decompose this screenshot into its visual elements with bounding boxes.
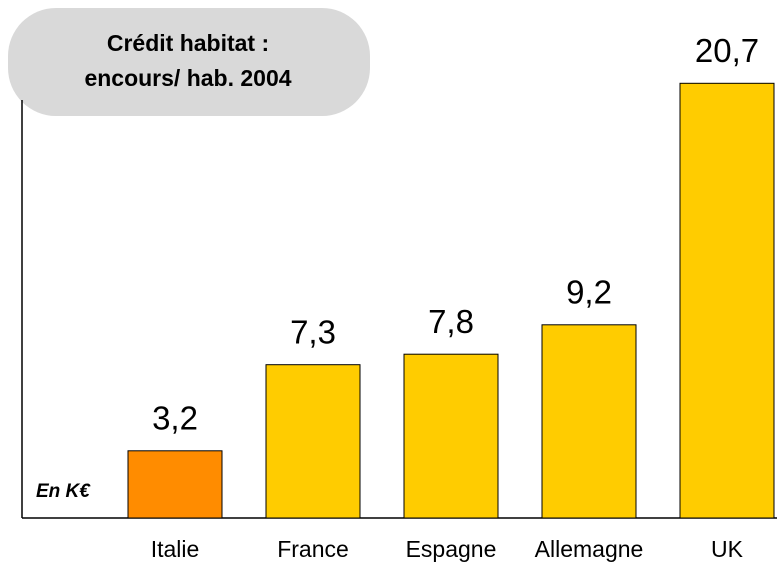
value-label: 3,2 (152, 400, 198, 437)
x-tick-label: Allemagne (535, 536, 644, 562)
value-label: 20,7 (695, 32, 759, 69)
bar (541, 324, 637, 519)
unit-note: En K€ (36, 481, 91, 502)
x-tick-label: France (277, 536, 349, 562)
bar (679, 82, 775, 519)
value-label: 7,3 (290, 313, 336, 350)
bar (265, 364, 361, 519)
value-label: 9,2 (566, 274, 612, 311)
value-label: 7,8 (428, 303, 474, 340)
chart-title: encours/ hab. 2004 (84, 65, 291, 91)
bar (127, 450, 223, 519)
x-tick-label: UK (711, 536, 744, 562)
title-bubble (8, 8, 370, 116)
chart-title: Crédit habitat : (107, 30, 269, 56)
x-tick-label: Espagne (406, 536, 497, 562)
bar (403, 353, 499, 519)
x-tick-label: Italie (151, 536, 200, 562)
